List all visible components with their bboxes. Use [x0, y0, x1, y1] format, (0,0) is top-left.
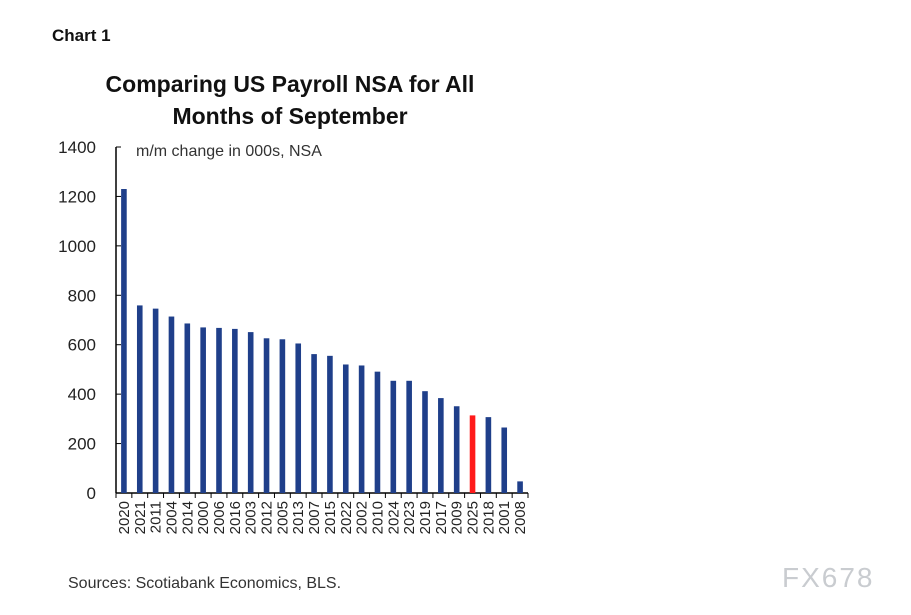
x-tick-label: 2007: [306, 501, 323, 534]
bar-2010: [374, 371, 381, 493]
y-tick-label: 1000: [58, 237, 96, 256]
x-tick-label: 2010: [369, 501, 386, 534]
y-tick-label: 600: [68, 336, 96, 355]
bar-2009: [453, 406, 460, 493]
x-tick-label: 2024: [385, 501, 402, 534]
chart-title: Comparing US Payroll NSA for All Months …: [60, 68, 520, 132]
x-tick-label: 2000: [195, 501, 212, 534]
x-tick-label: 2006: [211, 501, 228, 534]
x-tick-label: 2005: [274, 501, 291, 534]
bar-2024: [390, 380, 397, 493]
bar-2004: [168, 316, 175, 493]
y-tick-label: 400: [68, 385, 96, 404]
bar-2002: [358, 365, 365, 493]
x-tick-label: 2004: [163, 501, 180, 534]
x-tick-label: 2013: [290, 501, 307, 534]
x-tick-label: 2018: [480, 501, 497, 534]
x-tick-label: 2009: [449, 501, 466, 534]
chart-title-line-2: Months of September: [172, 103, 408, 129]
bar-2008: [517, 481, 523, 493]
x-tick-label: 2011: [148, 501, 165, 533]
bar-2018: [485, 417, 492, 493]
y-tick-label: 0: [87, 484, 96, 503]
x-tick-label: 2012: [259, 501, 276, 534]
x-tick-label: 2025: [465, 501, 482, 534]
bar-2025: [469, 415, 476, 493]
x-tick-label: 2014: [179, 501, 196, 534]
bar-2021: [136, 305, 143, 493]
x-tick-label: 2015: [322, 501, 339, 534]
x-tick-label: 2017: [433, 501, 450, 534]
bar-2023: [406, 380, 412, 493]
y-axis-label: m/m change in 000s, NSA: [136, 143, 322, 160]
x-tick-label: 2021: [132, 501, 149, 534]
bar-2015: [327, 355, 333, 493]
bar-2022: [342, 364, 349, 493]
bar-2016: [232, 328, 238, 493]
source-note: Sources: Scotiabank Economics, BLS.: [68, 575, 342, 592]
chart-title-line-1: Comparing US Payroll NSA for All: [105, 71, 475, 97]
x-tick-label: 2016: [227, 501, 244, 534]
bar-2006: [216, 327, 222, 493]
y-tick-label: 200: [68, 435, 96, 454]
x-tick-label: 2002: [354, 501, 371, 534]
bar-2020: [121, 189, 127, 493]
y-tick-label: 1200: [58, 187, 96, 206]
bar-2011: [152, 308, 159, 493]
y-tick-label: 800: [68, 286, 96, 305]
bar-2013: [295, 343, 302, 493]
y-tick-label: 1400: [58, 138, 96, 157]
bar-2003: [247, 332, 254, 493]
bar-2014: [184, 323, 191, 493]
x-tick-label: 2019: [417, 501, 434, 534]
x-tick-label: 2023: [401, 501, 418, 534]
chart-label: Chart 1: [52, 26, 111, 45]
watermark: FX678: [782, 562, 875, 593]
bar-2017: [438, 398, 444, 493]
bar-2019: [422, 391, 428, 493]
x-tick-label: 2003: [243, 501, 260, 534]
bar-2001: [501, 427, 508, 493]
x-tick-label: 2022: [338, 501, 355, 534]
bar-2000: [200, 327, 206, 493]
bar-2007: [311, 354, 317, 493]
x-tick-label: 2020: [116, 501, 133, 534]
x-tick-label: 2001: [496, 501, 513, 534]
x-tick-label: 2008: [512, 501, 529, 534]
bar-2012: [263, 338, 270, 493]
bar-2005: [279, 339, 286, 493]
